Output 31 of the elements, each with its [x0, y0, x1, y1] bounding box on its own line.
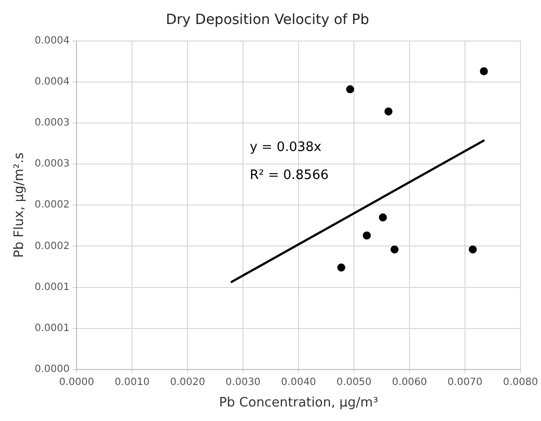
x-tick-label: 0.0060: [392, 376, 428, 388]
point: [468, 245, 477, 254]
x-tick-label: 0.0040: [281, 376, 316, 388]
x-tick-label: 0.0030: [226, 376, 261, 388]
annotation: y = 0.038x: [250, 140, 322, 155]
x-tick-label: 0.0020: [170, 376, 206, 388]
y-tick-label: 0.0003: [34, 118, 70, 129]
point: [384, 107, 392, 116]
y-tick-label: 0.0004: [34, 35, 70, 46]
point: [378, 213, 387, 222]
y-tick-label: 0.0002: [34, 200, 70, 211]
point: [346, 85, 354, 94]
annotation: R² = 0.8566: [250, 168, 329, 183]
point: [480, 67, 488, 76]
y-tick-label: 0.0001: [34, 322, 70, 334]
x-axis-title: Pb Concentration, µg/m³: [218, 396, 378, 411]
y-tick-label: 0.0000: [34, 364, 70, 375]
y-tick-label: 0.0001: [34, 282, 70, 293]
y-tick-label: 0.0003: [34, 158, 70, 170]
x-tick-label: 0.0000: [59, 376, 94, 388]
point: [337, 264, 346, 272]
y-axis-title: Pb Flux, µg/m².s: [12, 152, 28, 258]
x-tick-label: 0.0050: [336, 376, 372, 388]
point: [390, 245, 399, 254]
x-tick-label: 0.0010: [114, 376, 150, 388]
x-tick-label: 0.0080: [503, 376, 538, 388]
x-tick-label: 0.0070: [448, 376, 483, 388]
y-tick-label: 0.0004: [34, 76, 70, 88]
chart-title: Dry Deposition Velocity of Pb: [166, 12, 370, 28]
point: [362, 231, 371, 240]
y-tick-label: 0.0002: [34, 240, 70, 252]
